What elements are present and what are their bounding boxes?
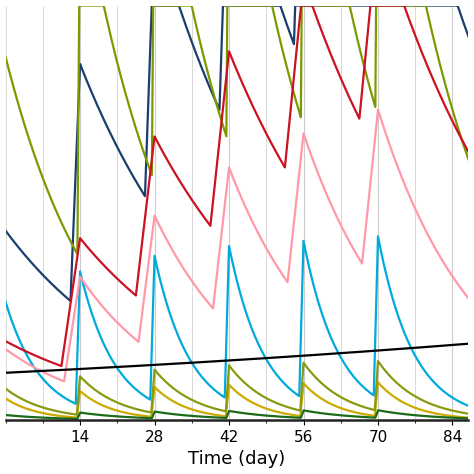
X-axis label: Time (day): Time (day): [188, 450, 286, 468]
